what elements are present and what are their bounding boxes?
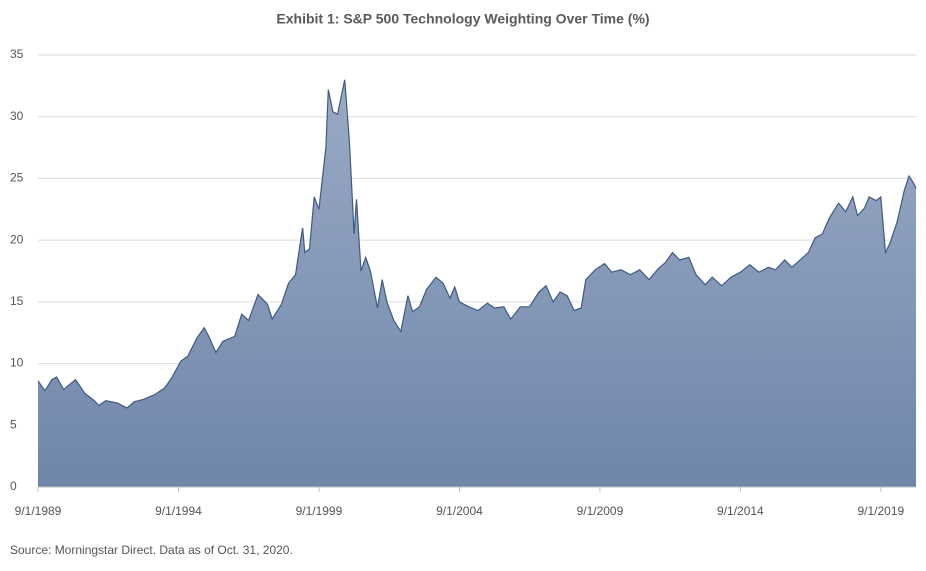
source-note: Source: Morningstar Direct. Data as of O… <box>10 543 293 557</box>
y-tick-label: 35 <box>10 47 24 61</box>
y-tick-label: 25 <box>10 171 24 185</box>
y-tick-label: 10 <box>10 356 24 370</box>
x-tick-label: 9/1/1994 <box>155 504 202 518</box>
x-tick-label: 9/1/2014 <box>717 504 764 518</box>
x-tick-label: 9/1/2019 <box>857 504 904 518</box>
area-fill <box>38 79 916 487</box>
y-tick-label: 15 <box>10 294 24 308</box>
area-line <box>37 79 917 409</box>
x-tick-label: 9/1/1999 <box>296 504 343 518</box>
chart-title: Exhibit 1: S&P 500 Technology Weighting … <box>276 11 649 27</box>
y-tick-label: 30 <box>10 109 24 123</box>
y-tick-label: 20 <box>10 232 24 246</box>
x-tick-label: 9/1/1989 <box>15 504 62 518</box>
x-tick-label: 9/1/2009 <box>577 504 624 518</box>
x-tick-label: 9/1/2004 <box>436 504 483 518</box>
y-tick-label: 0 <box>10 479 17 493</box>
y-tick-label: 5 <box>10 417 17 431</box>
